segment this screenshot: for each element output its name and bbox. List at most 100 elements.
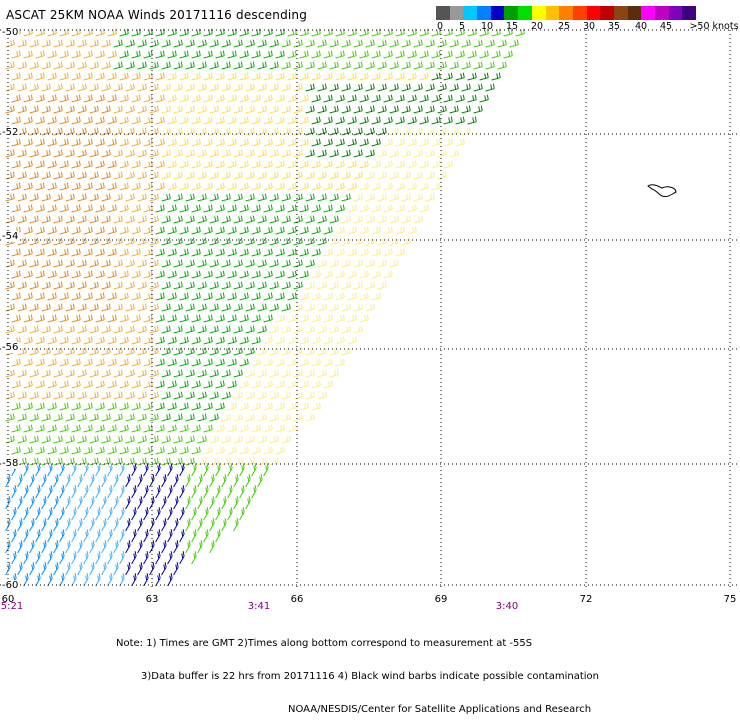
wind-barb <box>47 50 57 59</box>
wind-barb <box>287 226 297 235</box>
wind-barb <box>5 105 15 114</box>
wind-barb <box>365 149 375 158</box>
wind-barb <box>125 61 135 70</box>
wind-barb <box>353 61 363 70</box>
wind-barb <box>125 474 131 488</box>
wind-barb <box>305 259 315 268</box>
wind-barb <box>497 61 507 70</box>
wind-barb <box>143 463 149 477</box>
wind-barb <box>77 369 87 378</box>
wind-barb <box>275 424 285 433</box>
wind-barb <box>425 105 435 114</box>
wind-barb <box>101 303 111 312</box>
wind-barb <box>215 446 225 455</box>
wind-barb <box>311 380 321 389</box>
wind-barb <box>113 61 123 70</box>
wind-barb <box>17 149 27 158</box>
wind-barb <box>5 540 11 554</box>
wind-barb <box>383 116 393 125</box>
wind-barb <box>119 72 129 81</box>
wind-barb <box>479 72 489 81</box>
wind-barb <box>29 518 35 532</box>
wind-barb <box>149 171 159 180</box>
wind-barb <box>65 457 75 466</box>
wind-barb <box>293 39 303 48</box>
wind-barb <box>65 474 71 488</box>
wind-barb <box>215 358 225 367</box>
wind-barb <box>41 193 51 202</box>
wind-barb <box>335 72 345 81</box>
wind-barb <box>101 413 111 422</box>
wind-barb <box>95 94 105 103</box>
wind-barb <box>161 105 171 114</box>
legend-swatch <box>682 6 697 20</box>
wind-barb <box>131 551 137 565</box>
wind-barb <box>161 259 171 268</box>
wind-barb <box>47 573 53 587</box>
wind-barb <box>227 507 233 521</box>
wind-barb <box>17 171 27 180</box>
wind-barb <box>95 314 105 323</box>
wind-barb <box>167 160 177 169</box>
wind-barb <box>137 61 147 70</box>
wind-barb <box>95 270 105 279</box>
wind-barb <box>113 413 123 422</box>
wind-barb <box>311 336 321 345</box>
wind-barb <box>119 485 125 499</box>
wind-barb <box>233 496 239 510</box>
wind-barb <box>419 94 429 103</box>
wind-barb <box>305 281 315 290</box>
wind-barb <box>179 424 189 433</box>
wind-barb <box>227 463 233 477</box>
wind-barb <box>215 182 225 191</box>
wind-barb <box>65 413 75 422</box>
wind-barb <box>41 171 51 180</box>
wind-barb <box>71 573 77 587</box>
wind-barb <box>407 138 417 147</box>
wind-barb <box>329 61 339 70</box>
wind-barb <box>209 369 219 378</box>
wind-barb <box>197 105 207 114</box>
wind-barb <box>113 540 119 554</box>
wind-barb <box>119 270 129 279</box>
wind-barb <box>311 402 321 411</box>
wind-barb <box>239 72 249 81</box>
wind-barb <box>107 138 117 147</box>
wind-barb <box>65 149 75 158</box>
wind-barb <box>143 204 153 213</box>
wind-barb <box>149 149 159 158</box>
wind-barb <box>173 413 183 422</box>
wind-barb <box>245 259 255 268</box>
wind-barb <box>65 391 75 400</box>
wind-barb <box>113 39 123 48</box>
wind-barb <box>311 182 321 191</box>
wind-barb <box>233 281 243 290</box>
wind-barb <box>83 182 93 191</box>
wind-barb <box>179 50 189 59</box>
wind-barb <box>245 171 255 180</box>
wind-barb <box>251 358 261 367</box>
wind-barb <box>347 116 357 125</box>
wind-barb <box>107 50 117 59</box>
wind-barb <box>119 402 129 411</box>
wind-barb <box>311 94 321 103</box>
wind-barb <box>221 127 231 136</box>
wind-barb <box>311 358 321 367</box>
legend-swatch <box>668 6 683 20</box>
wind-barb <box>131 358 141 367</box>
wind-barb <box>95 380 105 389</box>
wind-barb <box>341 237 351 246</box>
wind-barb <box>203 314 213 323</box>
wind-barb <box>11 551 17 565</box>
wind-barb <box>113 369 123 378</box>
wind-barb <box>173 193 183 202</box>
wind-barb <box>257 325 267 334</box>
wind-barb <box>413 215 423 224</box>
wind-barb <box>299 50 309 59</box>
wind-barb <box>125 237 135 246</box>
wind-barb <box>425 83 435 92</box>
wind-barb <box>443 94 453 103</box>
wind-barb <box>107 336 117 345</box>
wind-barb <box>41 474 47 488</box>
wind-barb <box>395 204 405 213</box>
